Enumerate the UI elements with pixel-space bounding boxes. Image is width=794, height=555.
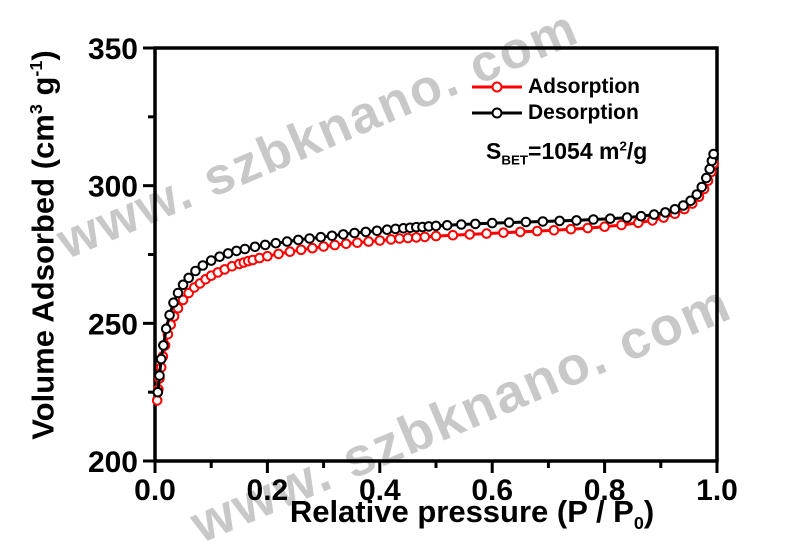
sbet-superscript: 2 xyxy=(619,138,627,154)
svg-text:0.8: 0.8 xyxy=(584,474,626,507)
sbet-symbol: S xyxy=(486,138,502,164)
sbet-value: =1054 m xyxy=(528,138,620,164)
sbet-unit: /g xyxy=(626,138,648,164)
y-axis-label-text: g xyxy=(25,76,61,105)
y-axis-label-superscript: 3 xyxy=(26,104,46,115)
x-axis-label: Relative pressure (P / P0) xyxy=(172,494,772,534)
desorption-series xyxy=(152,148,719,398)
svg-text:200: 200 xyxy=(88,446,138,479)
svg-text:0.4: 0.4 xyxy=(359,474,401,507)
svg-text:300: 300 xyxy=(88,171,138,204)
y-axis-label: Volume Adsorbed (cm3 g-1) xyxy=(16,10,60,480)
svg-text:0.0: 0.0 xyxy=(134,474,176,507)
x-axis-label-text: Relative pressure (P / P xyxy=(289,494,634,529)
x-axis-label-subscript: 0 xyxy=(633,513,644,534)
y-axis-label-text: ) xyxy=(25,50,61,61)
svg-text:350: 350 xyxy=(88,33,138,66)
legend-item-adsorption: Adsorption xyxy=(470,74,640,100)
y-tick-labels: 200 250 300 350 xyxy=(88,33,138,479)
adsorption-line-marker-icon xyxy=(472,81,522,93)
x-axis-label-text: ) xyxy=(643,494,655,529)
legend-item-desorption: Desorption xyxy=(470,100,640,126)
sbet-annotation: SBET=1054 m2/g xyxy=(486,138,647,168)
legend-label-adsorption: Adsorption xyxy=(528,75,640,98)
y-axis-label-text: Volume Adsorbed (cm xyxy=(25,114,61,440)
svg-text:0.6: 0.6 xyxy=(471,474,513,507)
svg-text:0.2: 0.2 xyxy=(247,474,289,507)
svg-text:250: 250 xyxy=(88,308,138,341)
sbet-subscript: BET xyxy=(501,152,529,168)
legend: Adsorption Desorption xyxy=(470,74,640,126)
x-tick-labels: 0.0 0.2 0.4 0.6 0.8 1.0 xyxy=(134,474,738,507)
adsorption-series xyxy=(151,158,719,406)
axis-ticks xyxy=(143,46,719,473)
desorption-line-marker-icon xyxy=(472,107,522,119)
legend-label-desorption: Desorption xyxy=(528,101,639,124)
y-axis-label-superscript: -1 xyxy=(26,60,46,77)
svg-text:1.0: 1.0 xyxy=(696,474,738,507)
